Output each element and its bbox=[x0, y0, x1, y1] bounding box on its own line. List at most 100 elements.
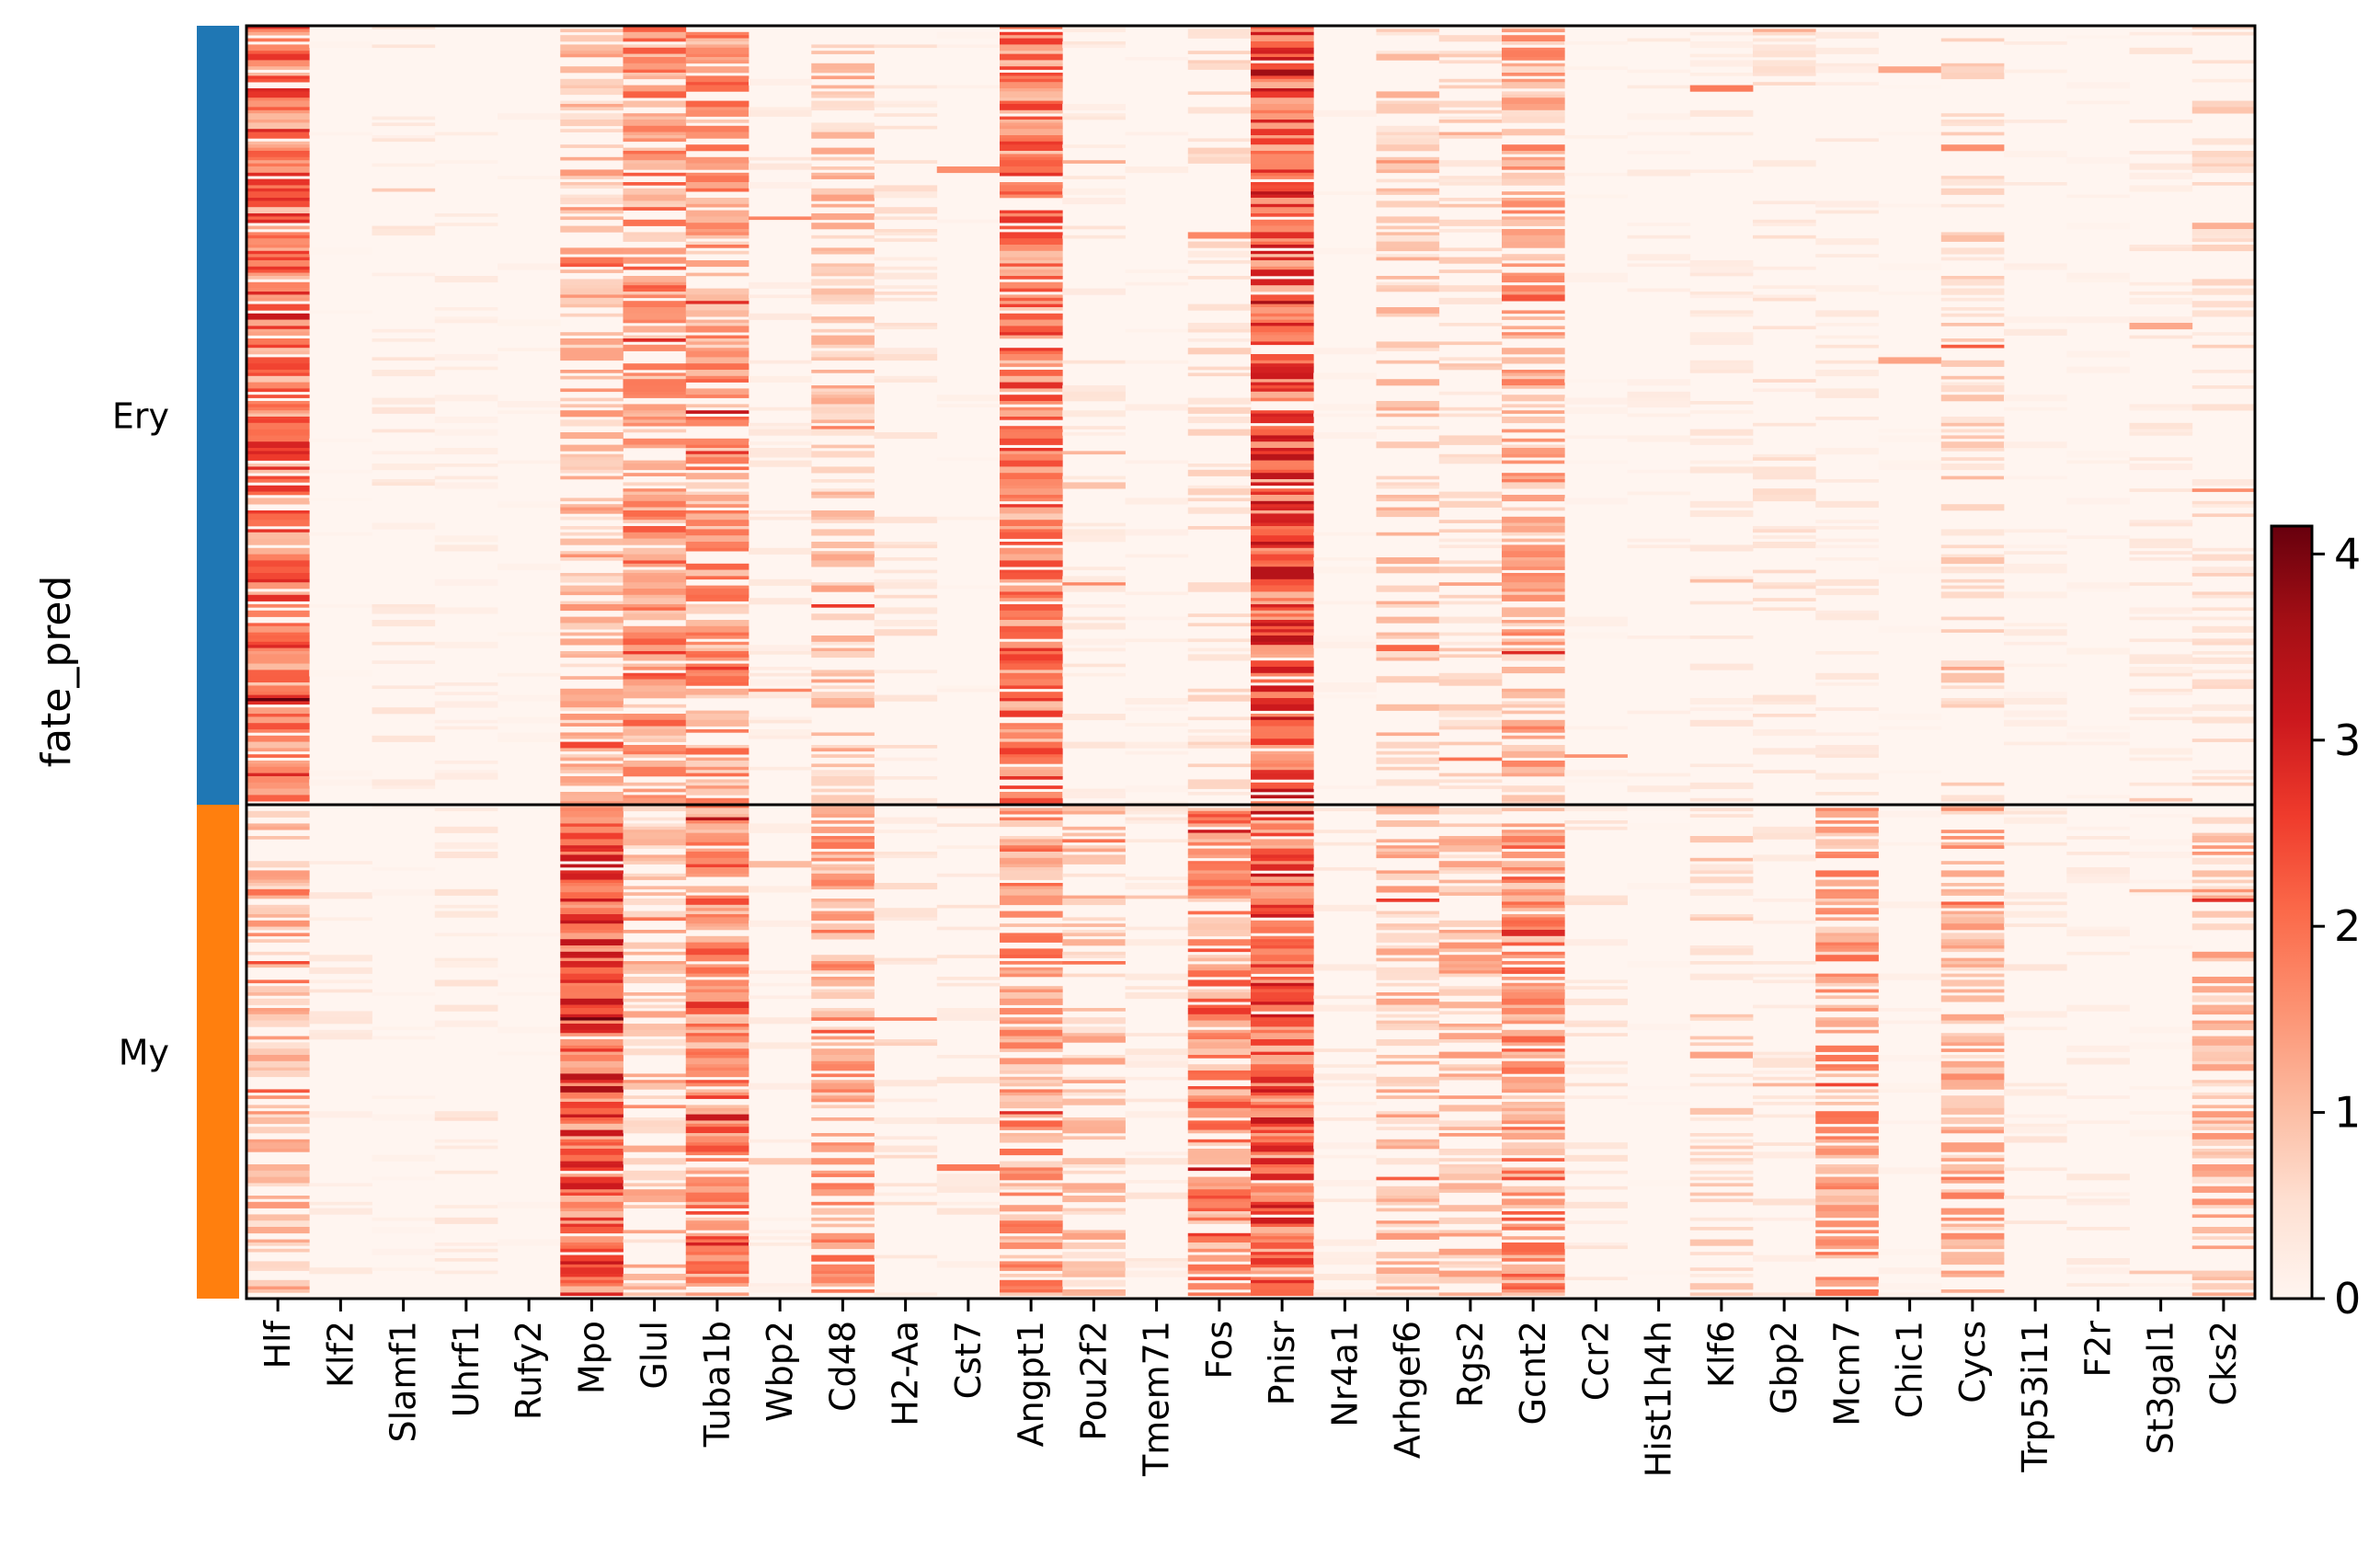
heatmap-cell bbox=[372, 26, 436, 29]
heatmap-cell bbox=[560, 1267, 624, 1275]
heatmap-cell bbox=[1000, 591, 1063, 596]
heatmap-cell bbox=[1502, 385, 1565, 389]
heatmap-cell bbox=[1000, 417, 1063, 420]
heatmap-cell bbox=[685, 745, 749, 749]
heatmap-cell bbox=[1062, 1076, 1126, 1081]
heatmap-cell bbox=[1187, 417, 1252, 424]
gene-label: Hlf bbox=[257, 1319, 298, 1368]
heatmap-cell bbox=[623, 554, 687, 561]
heatmap-cell bbox=[623, 69, 687, 74]
heatmap-cell bbox=[1689, 466, 1754, 474]
heatmap-cell bbox=[1187, 1283, 1252, 1290]
heatmap-cell bbox=[1000, 245, 1063, 252]
heatmap-cell bbox=[246, 1071, 310, 1078]
heatmap-cell bbox=[560, 1245, 624, 1250]
heatmap-cell bbox=[1313, 1117, 1377, 1121]
heatmap-cell bbox=[1376, 1230, 1440, 1234]
heatmap-cell bbox=[1062, 1196, 1126, 1203]
heatmap-cell bbox=[623, 917, 687, 922]
heatmap-cell bbox=[685, 1024, 749, 1027]
heatmap-cell bbox=[1000, 51, 1063, 54]
heatmap-cell bbox=[1251, 69, 1314, 76]
heatmap-cell bbox=[749, 460, 812, 467]
heatmap-cell bbox=[811, 529, 875, 536]
heatmap-cell bbox=[246, 1089, 310, 1094]
heatmap-cell bbox=[2066, 535, 2130, 539]
heatmap-cell bbox=[1815, 1205, 1879, 1212]
heatmap-cell bbox=[1502, 982, 1565, 987]
heatmap-cell bbox=[1502, 332, 1565, 336]
heatmap-cell bbox=[1000, 948, 1063, 956]
heatmap-cell bbox=[811, 679, 875, 683]
heatmap-cell bbox=[1502, 1176, 1565, 1181]
heatmap-cell bbox=[434, 1020, 498, 1027]
heatmap-cell bbox=[1000, 297, 1063, 302]
heatmap-cell bbox=[560, 848, 624, 853]
heatmap-cell bbox=[1940, 698, 2005, 702]
heatmap-cell bbox=[1376, 1139, 1440, 1143]
heatmap-cell bbox=[246, 388, 310, 393]
heatmap-cell bbox=[1502, 198, 1565, 201]
heatmap-cell bbox=[246, 567, 310, 574]
heatmap-cell bbox=[1940, 888, 2005, 893]
heatmap-cell bbox=[1187, 407, 1252, 414]
heatmap-cell bbox=[1689, 60, 1754, 67]
heatmap-cell bbox=[434, 578, 498, 586]
heatmap-cell bbox=[246, 276, 310, 280]
heatmap-cell bbox=[372, 1154, 436, 1162]
heatmap-cell bbox=[623, 817, 687, 821]
heatmap-cell bbox=[1502, 294, 1565, 302]
heatmap-cell bbox=[685, 547, 749, 552]
heatmap-cell bbox=[2129, 245, 2193, 248]
heatmap-cell bbox=[1438, 116, 1503, 120]
heatmap-cell bbox=[246, 75, 310, 80]
heatmap-cell bbox=[685, 500, 749, 505]
heatmap-cell bbox=[749, 667, 812, 670]
heatmap-cell bbox=[811, 704, 875, 708]
heatmap-cell bbox=[2129, 582, 2193, 586]
heatmap-cell bbox=[1564, 407, 1628, 414]
heatmap-cell bbox=[1815, 926, 1879, 933]
heatmap-cell bbox=[623, 876, 687, 880]
heatmap-cell bbox=[560, 370, 624, 373]
heatmap-cell bbox=[1000, 370, 1063, 377]
heatmap-cell bbox=[811, 1064, 875, 1071]
heatmap-cell bbox=[1502, 667, 1565, 674]
heatmap-cell bbox=[1940, 1127, 2005, 1130]
heatmap-cell bbox=[1502, 310, 1565, 315]
heatmap-cell bbox=[874, 910, 938, 918]
heatmap-cell bbox=[1502, 745, 1565, 752]
heatmap-cell bbox=[1251, 883, 1314, 887]
heatmap-cell bbox=[1502, 1174, 1565, 1177]
heatmap-cell bbox=[1251, 832, 1314, 837]
heatmap-cell bbox=[685, 260, 749, 268]
heatmap-cell bbox=[874, 883, 938, 890]
heatmap-cell bbox=[811, 223, 875, 230]
heatmap-cell bbox=[1251, 629, 1314, 633]
heatmap-cell bbox=[1689, 1252, 1754, 1255]
heatmap-cell bbox=[749, 578, 812, 586]
heatmap-cell bbox=[372, 1026, 436, 1031]
heatmap-cell bbox=[246, 404, 310, 408]
heatmap-cell bbox=[1753, 569, 1816, 574]
heatmap-cell bbox=[2129, 892, 2193, 896]
heatmap-cell bbox=[1251, 504, 1314, 508]
heatmap-cell bbox=[1564, 779, 1628, 784]
heatmap-cell bbox=[1815, 807, 1879, 812]
heatmap-cell bbox=[1062, 1170, 1126, 1174]
heatmap-cell bbox=[1502, 1211, 1565, 1215]
heatmap-cell bbox=[1940, 1102, 2005, 1109]
heatmap-cell bbox=[749, 995, 812, 1000]
heatmap-cell bbox=[1062, 432, 1126, 436]
heatmap-cell bbox=[372, 163, 436, 167]
heatmap-cell bbox=[560, 247, 624, 252]
heatmap-cell bbox=[1062, 1127, 1126, 1134]
heatmap-cell bbox=[1940, 933, 2005, 940]
heatmap-cell bbox=[1251, 698, 1314, 702]
heatmap-cell bbox=[749, 107, 812, 111]
heatmap-cell bbox=[560, 904, 624, 909]
heatmap-cell bbox=[1627, 288, 1691, 292]
heatmap-cell bbox=[1062, 475, 1126, 480]
heatmap-cell bbox=[1502, 573, 1565, 577]
heatmap-cell bbox=[2191, 288, 2256, 295]
